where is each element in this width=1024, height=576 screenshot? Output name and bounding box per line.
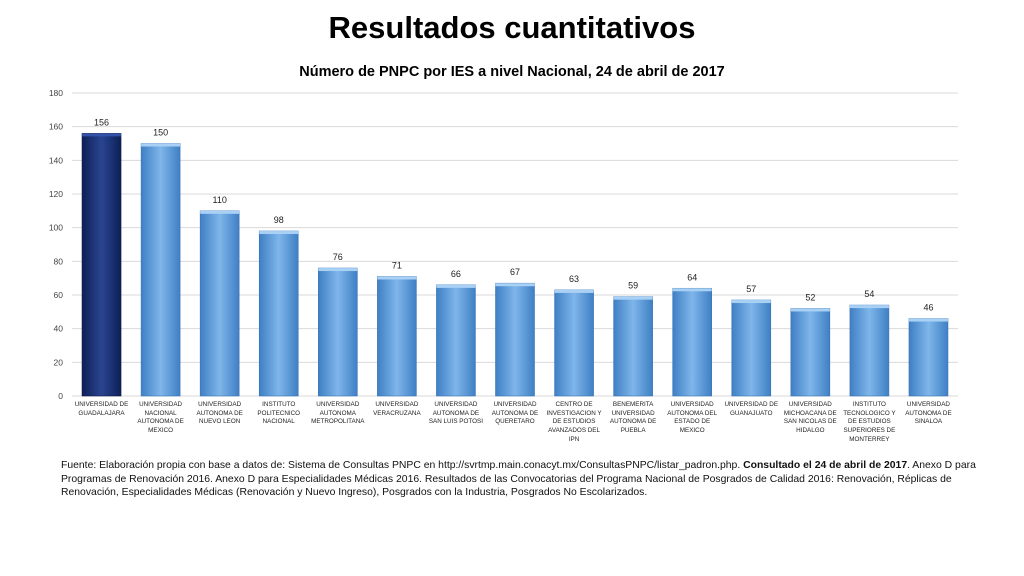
bar bbox=[672, 287, 712, 397]
x-tick-label: UNIVERSIDAD AUTONOMA DE QUERETARO bbox=[491, 401, 539, 426]
x-tick-label: UNIVERSIDAD DE GUADALAJARA bbox=[74, 401, 129, 417]
x-tick-label: UNIVERSIDAD AUTONOMA DE SAN LUIS POTOSI bbox=[428, 401, 483, 426]
value-label: 98 bbox=[274, 215, 284, 225]
bar-top bbox=[82, 133, 122, 137]
y-tick-label: 100 bbox=[49, 223, 63, 233]
value-label: 59 bbox=[628, 281, 638, 291]
y-tick-label: 0 bbox=[58, 391, 63, 401]
x-tick-label: UNIVERSIDAD DE GUANAJUATO bbox=[724, 401, 779, 417]
page-title: Resultados cuantitativos bbox=[328, 10, 696, 45]
value-label: 156 bbox=[94, 117, 109, 127]
x-tick-label: INSTITUTO POLITECNICO NACIONAL bbox=[257, 401, 301, 426]
bar-top bbox=[731, 300, 771, 304]
value-label: 46 bbox=[923, 303, 933, 313]
source-date: Consultado el 24 de abril de 2017 bbox=[743, 460, 908, 471]
bar bbox=[258, 230, 299, 397]
bar bbox=[377, 276, 417, 397]
y-tick-label: 40 bbox=[54, 324, 64, 334]
bar bbox=[849, 304, 890, 397]
bar-top bbox=[200, 210, 240, 214]
y-tick-label: 120 bbox=[49, 189, 63, 199]
value-label: 57 bbox=[746, 284, 756, 294]
bar bbox=[790, 308, 831, 397]
x-tick-label: UNIVERSIDAD MICHOACANA DE SAN NICOLAS DE… bbox=[783, 401, 837, 435]
bar bbox=[554, 289, 594, 397]
bar-top bbox=[436, 284, 476, 288]
bar-top bbox=[377, 276, 417, 280]
bar bbox=[199, 210, 240, 397]
value-label: 67 bbox=[510, 267, 520, 277]
bar bbox=[81, 133, 122, 397]
x-tick-label: UNIVERSIDAD AUTONOMA DE NUEVO LEON bbox=[196, 401, 243, 426]
y-tick-label: 60 bbox=[54, 290, 64, 300]
source-annex: . Anexo D para Programas de Renovación 2… bbox=[61, 460, 976, 499]
x-tick-label: INSTITUTO TECNOLOGICO Y DE ESTUDIOS SUPE… bbox=[843, 401, 896, 443]
value-label: 71 bbox=[392, 260, 402, 270]
bar-top bbox=[141, 143, 181, 147]
x-tick-label: UNIVERSIDAD VERACRUZANA bbox=[373, 401, 421, 417]
y-tick-label: 20 bbox=[54, 357, 64, 367]
bar-top bbox=[613, 296, 653, 300]
bar-top bbox=[554, 289, 594, 293]
bar bbox=[140, 143, 181, 397]
x-tick-label: UNIVERSIDAD AUTONOMA DEL ESTADO DE MEXIC… bbox=[667, 401, 718, 435]
bar bbox=[436, 284, 476, 397]
x-tick-label: UNIVERSIDAD AUTONOMA DE SINALOA bbox=[905, 401, 952, 426]
bar-top bbox=[908, 318, 948, 322]
bar bbox=[495, 282, 535, 397]
bar bbox=[908, 318, 949, 397]
source-text: Fuente: Elaboración propia con base a da… bbox=[61, 460, 741, 471]
bar-top bbox=[672, 288, 712, 292]
x-tick-label: UNIVERSIDAD NACIONAL AUTONOMA DE MEXICO bbox=[137, 401, 184, 435]
value-label: 54 bbox=[864, 289, 874, 299]
bar-top bbox=[318, 268, 358, 272]
value-label: 52 bbox=[805, 292, 815, 302]
value-label: 150 bbox=[153, 128, 168, 138]
value-label: 66 bbox=[451, 269, 461, 279]
bar-top bbox=[790, 308, 830, 312]
y-tick-label: 80 bbox=[54, 256, 64, 266]
y-tick-label: 160 bbox=[49, 122, 63, 132]
bar-top bbox=[495, 283, 535, 287]
x-tick-label: UNIVERSIDAD AUTONOMA METROPOLITANA bbox=[311, 401, 365, 426]
value-label: 76 bbox=[333, 252, 343, 262]
bar bbox=[613, 296, 653, 397]
x-tick-label: BENEMERITA UNIVERSIDAD AUTONOMA DE PUEBL… bbox=[609, 401, 657, 435]
y-tick-label: 180 bbox=[49, 88, 63, 98]
bars bbox=[81, 133, 949, 397]
y-tick-label: 140 bbox=[49, 155, 63, 165]
bar-top bbox=[849, 305, 889, 309]
bar bbox=[318, 267, 358, 397]
bar-top bbox=[259, 231, 299, 235]
chart-title: Número de PNPC por IES a nivel Nacional,… bbox=[299, 64, 725, 80]
x-tick-label: CENTRO DE INVESTIGACION Y DE ESTUDIOS AV… bbox=[546, 401, 602, 443]
value-label: 63 bbox=[569, 274, 579, 284]
value-labels: 156 150 110 98 76 71 66 67 63 59 64 57 52 54 46 bbox=[94, 117, 933, 312]
source-note: Fuente: Elaboración propia con base a da… bbox=[61, 459, 981, 500]
value-label: 64 bbox=[687, 272, 697, 282]
value-label: 110 bbox=[212, 195, 226, 205]
bar bbox=[731, 299, 772, 397]
